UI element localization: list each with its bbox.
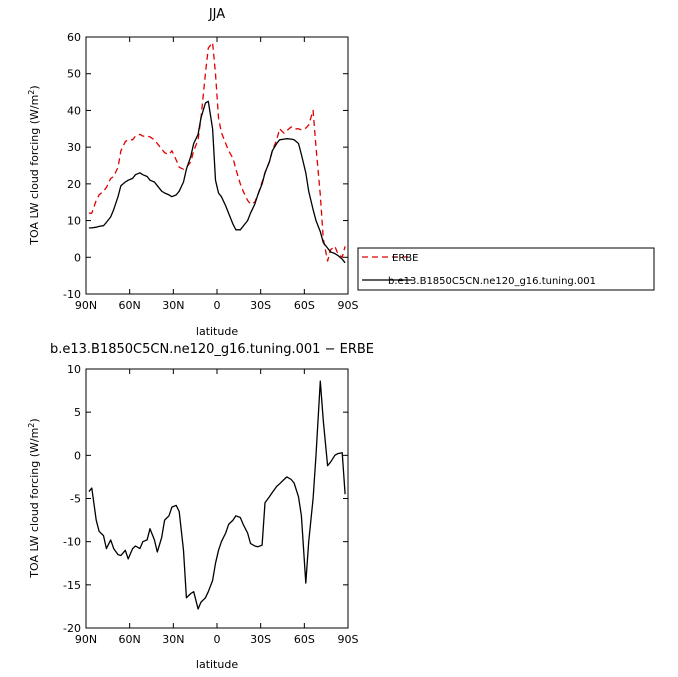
bottom-y-tick-label: -10 — [63, 536, 81, 549]
top-y-tick-label: -10 — [63, 288, 81, 301]
top-y-tick-label: 10 — [67, 215, 81, 228]
top-model-series-line — [88, 100, 346, 264]
top-y-tick-label: 20 — [67, 178, 81, 191]
top-y-axis-label-main: TOA LW cloud forcing (W/m — [28, 95, 41, 246]
top-y-tick-label: 30 — [67, 141, 81, 154]
top-plot-frame — [85, 36, 349, 295]
bottom-y-axis-label-main: TOA LW cloud forcing (W/m — [28, 428, 41, 579]
top-panel: JJA 90N 60N 30N 0 30S 60S 90S-100102030405060 … — [27, 7, 359, 338]
top-erbe-series-line — [88, 41, 346, 262]
top-x-tick-label: 90S — [338, 299, 359, 312]
bottom-x-tick-label: 60N — [119, 633, 141, 646]
legend-frame — [357, 247, 655, 291]
top-x-tick-label: 30S — [250, 299, 271, 312]
top-x-tick-label: 60N — [119, 299, 141, 312]
top-y-tick-label: 0 — [74, 251, 81, 264]
bottom-y-axis-label-superscript: 2 — [27, 423, 36, 428]
bottom-x-tick-label: 90N — [75, 633, 97, 646]
top-chart-title: JJA — [208, 7, 225, 22]
top-y-tick-label: 50 — [67, 68, 81, 81]
bottom-x-tick-label: 90S — [338, 633, 359, 646]
top-y-axis-label-end: ) — [28, 85, 41, 89]
bottom-chart-title: b.e13.B1850C5CN.ne120_g16.tuning.001 − E… — [50, 342, 374, 357]
legend-model-label: b.e13.B1850C5CN.ne120_g16.tuning.001 — [388, 276, 596, 287]
top-y-tick-label: 60 — [67, 31, 81, 44]
bottom-y-tick-label: -20 — [63, 622, 81, 635]
legend: ERBE b.e13.B1850C5CN.ne120_g16.tuning.00… — [357, 247, 655, 291]
bottom-plot-frame — [85, 368, 349, 629]
bottom-y-axis-label-end: ) — [28, 418, 41, 422]
bottom-x-tick-label: 0 — [214, 633, 221, 646]
bottom-y-axis-label: TOA LW cloud forcing (W/m2) — [27, 418, 41, 578]
legend-obs-label: ERBE — [392, 253, 418, 264]
bottom-x-tick-label: 30S — [250, 633, 271, 646]
bottom-y-tick-label: -5 — [70, 493, 81, 506]
bottom-y-tick-label: 5 — [74, 406, 81, 419]
top-x-tick-label: 0 — [214, 299, 221, 312]
bottom-y-tick-label: -15 — [63, 579, 81, 592]
top-y-axis-label: TOA LW cloud forcing (W/m2) — [27, 85, 41, 245]
bottom-y-tick-label: 10 — [67, 363, 81, 376]
top-tick-layer: 90N 60N 30N 0 30S 60S 90S -10 0 10 20 30 40 50 60 — [63, 31, 358, 312]
top-y-tick-label: 40 — [67, 104, 81, 117]
bottom-series-layer — [88, 380, 346, 610]
bottom-x-axis-label: latitude — [196, 658, 238, 671]
top-x-tick-label: 30N — [162, 299, 184, 312]
top-y-axis-label-superscript: 2 — [27, 90, 36, 95]
bottom-difference-series-line — [88, 380, 346, 610]
bottom-y-tick-label: 0 — [74, 449, 81, 462]
top-x-tick-label: 60S — [294, 299, 315, 312]
bottom-tick-layer: 90N 60N 30N 0 30S 60S 90S -20 -15 -10 -5 0 5 10 — [63, 363, 358, 646]
top-x-axis-label: latitude — [196, 325, 238, 338]
top-series-layer — [88, 41, 346, 264]
bottom-x-tick-label: 30N — [162, 633, 184, 646]
bottom-panel: b.e13.B1850C5CN.ne120_g16.tuning.001 − E… — [27, 342, 374, 671]
bottom-x-tick-label: 60S — [294, 633, 315, 646]
top-x-tick-label: 90N — [75, 299, 97, 312]
